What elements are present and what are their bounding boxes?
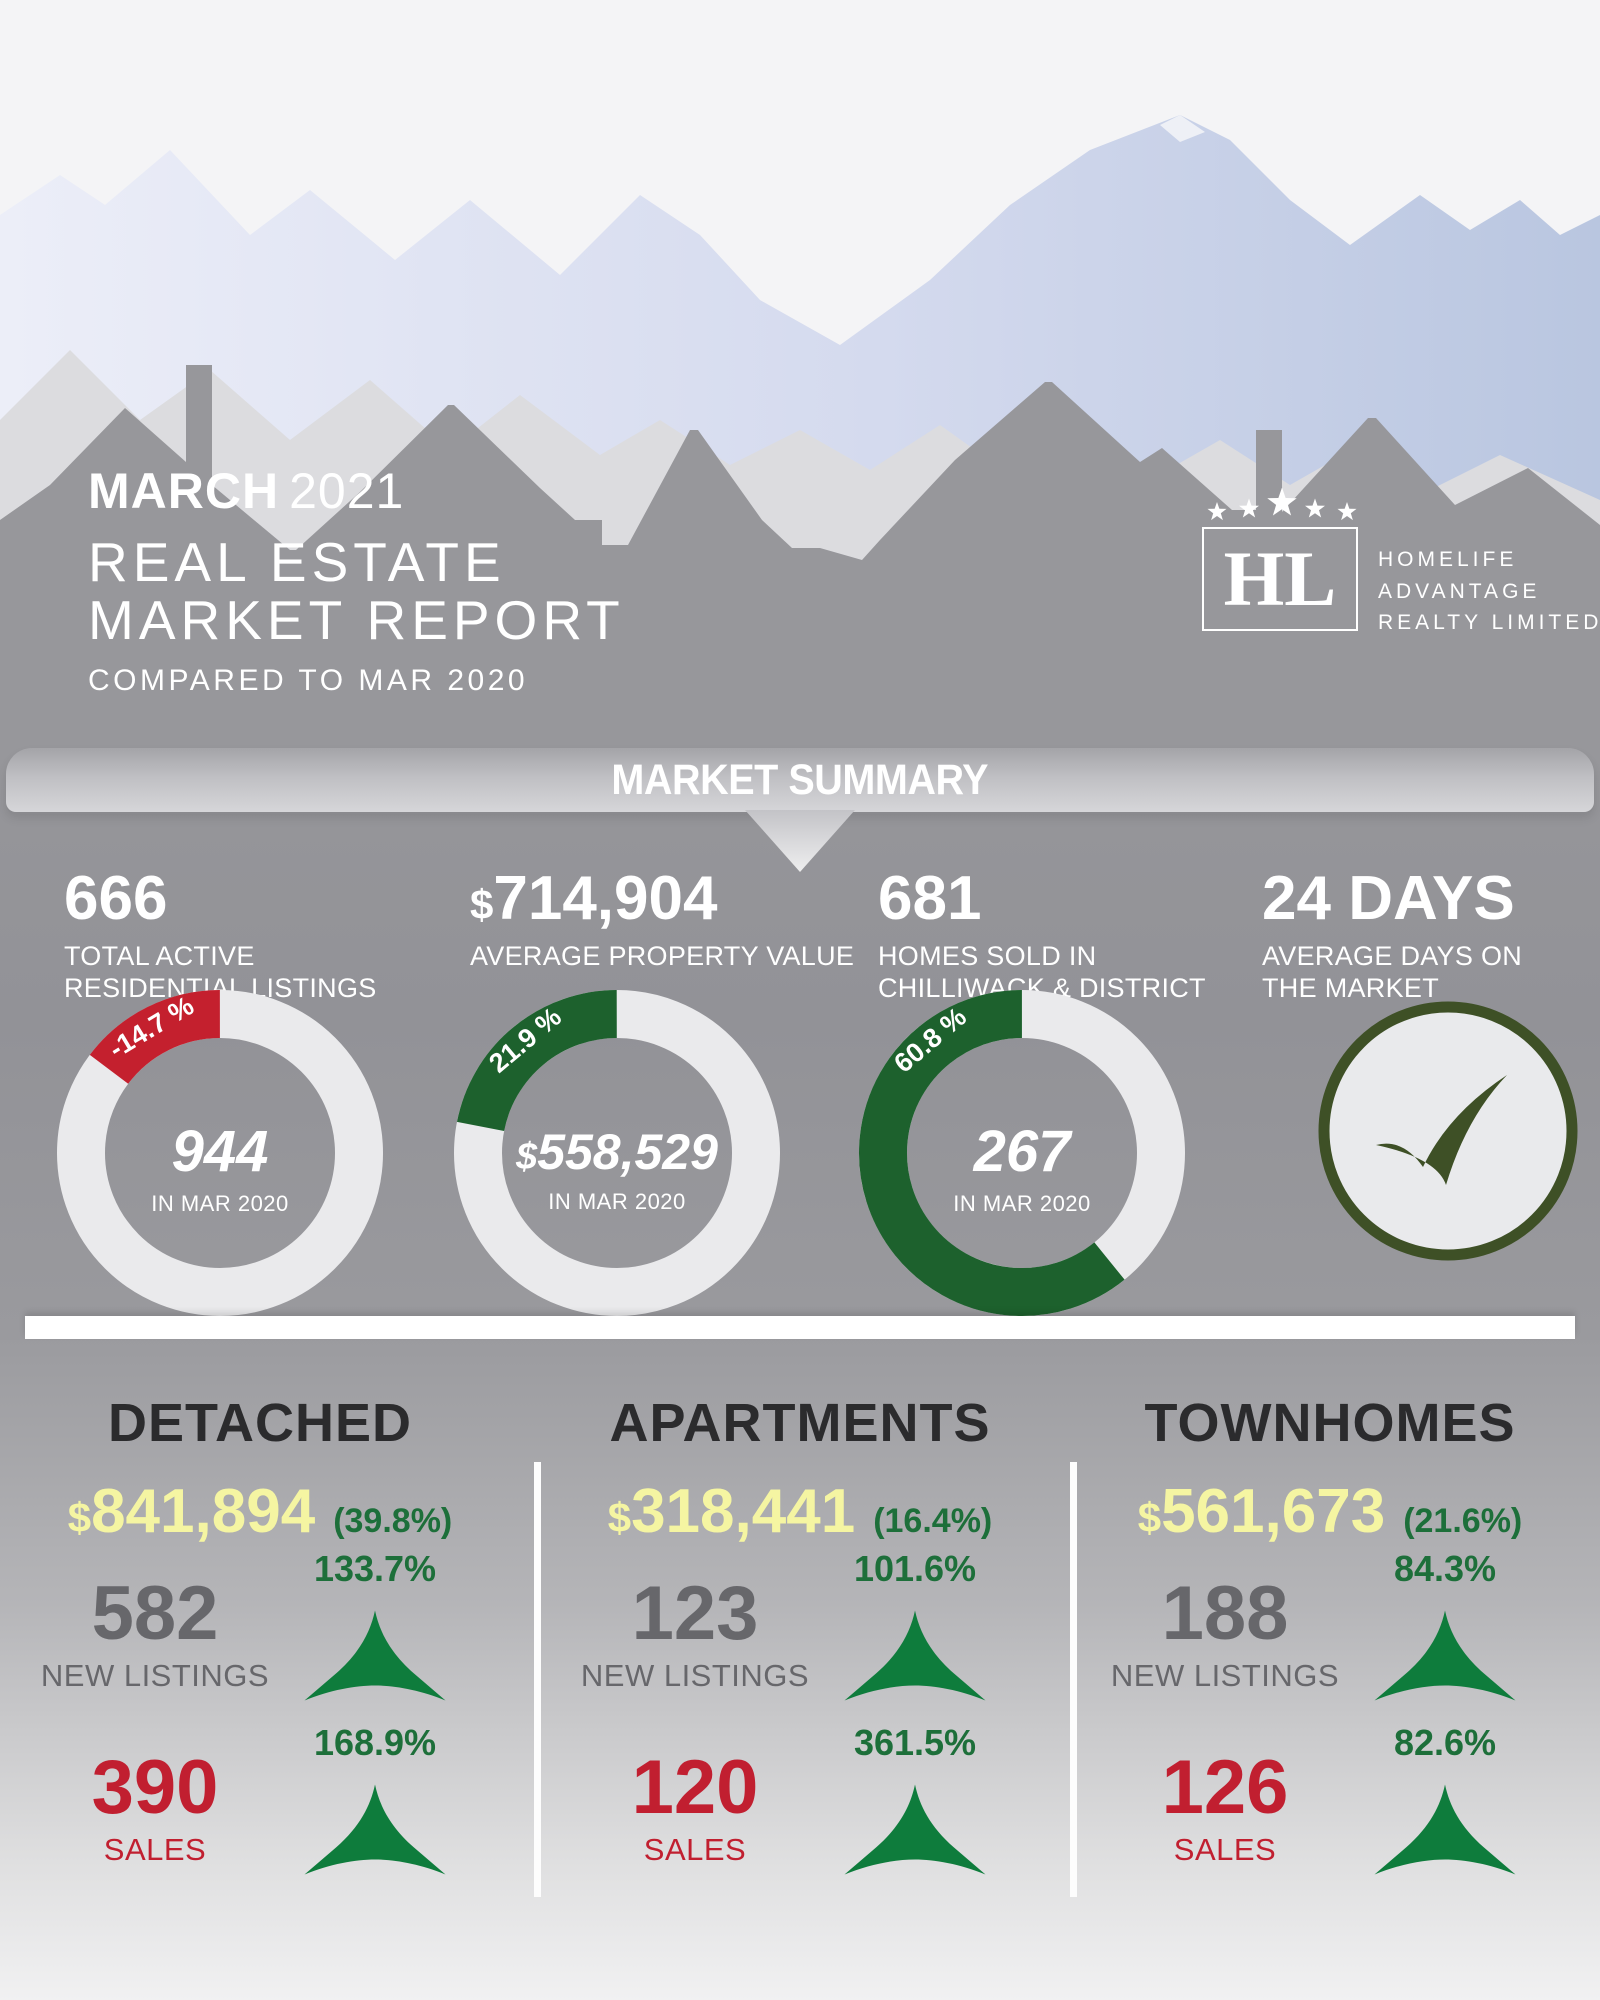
new-listings-label: NEW LISTINGS — [40, 1658, 270, 1693]
new-listings-value: 123 — [631, 1571, 759, 1656]
brand-monogram-box: HL — [1202, 527, 1358, 631]
up-arrow-icon — [844, 1784, 986, 1875]
new-listings-change: 101.6% — [853, 1548, 977, 1589]
avg-price-row: $561,673 (21.6%) — [1100, 1476, 1560, 1547]
avg-price: $841,894 — [67, 1477, 316, 1546]
stat-active-listings: 666 TOTAL ACTIVE RESIDENTIAL LISTINGS — [64, 868, 394, 1005]
sales-row: 390 SALES 168.9% — [30, 1722, 490, 1899]
up-arrow-icon — [1374, 1610, 1516, 1701]
new-listings-value: 188 — [1161, 1571, 1289, 1656]
avg-price-change: (39.8%) — [333, 1502, 453, 1540]
new-listings-label: NEW LISTINGS — [580, 1658, 810, 1693]
stat-days-on-market: 24 DAYS AVERAGE DAYS ON THE MARKET — [1262, 868, 1572, 1005]
report-year: 2021 — [289, 463, 405, 519]
category-townhomes: TOWNHOMES $561,673 (21.6%) 188 NEW LISTI… — [1100, 1392, 1560, 1952]
category-apartments: APARTMENTS $318,441 (16.4%) 123 NEW LIST… — [570, 1392, 1030, 1952]
new-listings-label: NEW LISTINGS — [1110, 1658, 1340, 1693]
stat-value: 681 — [878, 864, 982, 933]
market-summary-bar: MARKET SUMMARY — [6, 748, 1594, 812]
category-title: APARTMENTS — [609, 1393, 991, 1453]
avg-price: $561,673 — [1137, 1477, 1386, 1546]
sales-label: SALES — [1173, 1832, 1277, 1867]
sales-change: 82.6% — [1393, 1722, 1497, 1763]
avg-price-row: $318,441 (16.4%) — [570, 1476, 1030, 1547]
new-listings-change: 133.7% — [313, 1548, 437, 1589]
check-icon — [1376, 1075, 1507, 1185]
new-listings-value: 582 — [91, 1571, 219, 1656]
masthead: MARCH 2021 REAL ESTATE MARKET REPORT COMP… — [88, 462, 625, 698]
up-arrow-icon — [304, 1610, 446, 1701]
header-scene — [0, 0, 1600, 760]
category-title: DETACHED — [108, 1393, 412, 1453]
sales-value: 390 — [91, 1745, 219, 1830]
report-month: MARCH — [88, 463, 280, 519]
sales-row: 126 SALES 82.6% — [1100, 1722, 1560, 1899]
brand-logo: HL HOMELIFE ADVANTAGE REALTY LIMITED — [1200, 488, 1598, 634]
donut-prev-label: IN MAR 2020 — [151, 1191, 289, 1216]
donut-prev-label: IN MAR 2020 — [548, 1189, 686, 1214]
sales-change: 168.9% — [313, 1722, 437, 1763]
avg-price: $318,441 — [607, 1477, 856, 1546]
section-divider — [25, 1316, 1575, 1339]
avg-price-change: (16.4%) — [873, 1502, 993, 1540]
check-circle — [1318, 1001, 1578, 1261]
donut-prev-value: 944 — [172, 1119, 269, 1184]
sales-value: 126 — [1161, 1745, 1289, 1830]
donut-prev-value: $558,529 — [515, 1124, 718, 1180]
donut-chart-active-listings: -14.7 % 944 IN MAR 2020 — [57, 990, 383, 1316]
donut-prev-label: IN MAR 2020 — [953, 1191, 1091, 1216]
new-listings-row: 582 NEW LISTINGS 133.7% — [30, 1548, 490, 1725]
brand-name: HOMELIFE ADVANTAGE REALTY LIMITED — [1378, 548, 1600, 634]
snowcap — [1160, 115, 1205, 142]
stat-value: 666 — [64, 864, 168, 933]
stat-label: TOTAL ACTIVE RESIDENTIAL LISTINGS — [64, 941, 377, 1004]
stat-value: $714,904 — [470, 864, 718, 933]
sales-value: 120 — [631, 1745, 759, 1830]
stat-value: 24 DAYS — [1262, 864, 1515, 933]
category-title: TOWNHOMES — [1144, 1393, 1516, 1453]
avg-price-row: $841,894 (39.8%) — [30, 1476, 490, 1547]
page-title: REAL ESTATE MARKET REPORT — [88, 531, 625, 651]
houses-skyline-silhouette — [0, 365, 1600, 760]
stat-average-property-value: $714,904 AVERAGE PROPERTY VALUE — [470, 868, 870, 972]
up-arrow-icon — [844, 1610, 986, 1701]
stat-label: AVERAGE DAYS ON THE MARKET — [1262, 941, 1523, 1004]
sales-label: SALES — [103, 1832, 207, 1867]
sales-change: 361.5% — [853, 1722, 977, 1763]
column-divider — [1070, 1462, 1077, 1897]
new-listings-row: 123 NEW LISTINGS 101.6% — [570, 1548, 1030, 1725]
donut-chart-average-value: 21.9 % $558,529 IN MAR 2020 — [454, 990, 780, 1316]
footer-background — [0, 1340, 1600, 2000]
donut-prev-value: 267 — [973, 1119, 1074, 1184]
donut-chart-homes-sold: 60.8 % 267 IN MAR 2020 — [859, 990, 1185, 1316]
up-arrow-icon — [304, 1784, 446, 1875]
five-stars-icon — [1207, 488, 1357, 521]
column-divider — [534, 1462, 541, 1897]
avg-price-change: (21.6%) — [1403, 1502, 1523, 1540]
summary-pointer-icon — [745, 810, 855, 872]
new-listings-change: 84.3% — [1393, 1548, 1497, 1589]
stat-label: AVERAGE PROPERTY VALUE — [470, 941, 855, 971]
category-detached: DETACHED $841,894 (39.8%) 582 NEW LISTIN… — [30, 1392, 490, 1952]
comparison-subtitle: COMPARED TO MAR 2020 — [88, 663, 529, 697]
sales-label: SALES — [643, 1832, 747, 1867]
sales-row: 120 SALES 361.5% — [570, 1722, 1030, 1899]
market-summary-title: MARKET SUMMARY — [611, 755, 989, 804]
up-arrow-icon — [1374, 1784, 1516, 1875]
report-month-year: MARCH 2021 — [88, 462, 625, 520]
new-listings-row: 188 NEW LISTINGS 84.3% — [1100, 1548, 1560, 1725]
brand-monogram: HL — [1223, 535, 1337, 622]
